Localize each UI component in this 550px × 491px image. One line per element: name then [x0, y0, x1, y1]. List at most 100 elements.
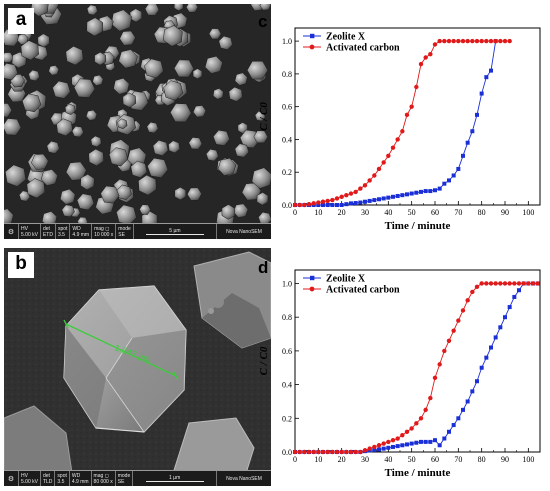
data-point: [451, 38, 456, 44]
data-point: [344, 202, 349, 207]
data-point: [493, 335, 498, 340]
data-point: [460, 308, 466, 313]
x-tick-label: 30: [361, 455, 369, 464]
data-point: [316, 203, 321, 207]
data-point: [460, 38, 466, 44]
data-point: [437, 362, 442, 367]
data-point: [395, 444, 400, 449]
data-point: [372, 173, 377, 178]
data-point: [498, 325, 503, 330]
scale-bar-a: 5 µm: [134, 224, 217, 239]
x-tick-label: 60: [431, 208, 439, 217]
y-tick-label: 0.2: [282, 414, 292, 423]
x-tick-label: 50: [408, 208, 416, 217]
sem-crystal-b-graphic: 1.647 µm: [4, 248, 271, 486]
sem-image-b: 1.647 µm b ⚙ HV 5.00 kV det TLD spot 3.5 WD…: [4, 248, 271, 486]
legend-label: Activated carbon: [326, 285, 400, 296]
x-tick-label: 70: [454, 208, 462, 217]
data-point: [498, 281, 503, 286]
data-point: [418, 416, 424, 421]
data-point: [465, 140, 470, 145]
data-point: [517, 288, 521, 293]
data-point: [414, 421, 419, 426]
data-point: [344, 192, 349, 198]
data-point: [353, 449, 358, 455]
data-point: [484, 281, 489, 286]
data-point: [530, 281, 536, 286]
data-point: [507, 281, 512, 286]
data-point: [488, 281, 494, 286]
data-point: [386, 153, 391, 159]
y-tick-label: 0.2: [282, 168, 292, 177]
data-point: [503, 315, 507, 320]
data-point: [456, 38, 461, 44]
data-point: [367, 446, 372, 451]
data-point: [316, 200, 321, 205]
data-point: [428, 189, 433, 194]
data-point: [325, 449, 330, 455]
data-point: [395, 193, 400, 198]
panel-letter-a: a: [8, 8, 34, 34]
data-point: [423, 439, 428, 444]
data-point: [447, 429, 451, 434]
data-point: [349, 201, 353, 206]
y-axis-title: C / C0: [258, 102, 270, 131]
legend-label: Zeolite X: [326, 32, 366, 43]
data-point: [391, 194, 395, 199]
data-point: [386, 195, 391, 200]
data-point: [372, 444, 377, 450]
data-point: [428, 439, 433, 444]
breakthrough-chart-c: 0 10 20 30 40 50 60 70 80 90 100 0.0 0.2 0.4 0.6 0.8 1.0…: [250, 18, 546, 240]
data-point: [353, 189, 358, 195]
data-point: [484, 75, 489, 80]
data-point: [395, 436, 400, 441]
data-point: [292, 449, 298, 455]
sem-crystals-a-graphic: [4, 4, 271, 239]
data-point: [484, 355, 489, 360]
data-point: [475, 112, 479, 117]
data-point: [423, 189, 428, 194]
data-point: [456, 318, 461, 323]
data-point: [414, 190, 419, 195]
data-point: [489, 345, 493, 350]
data-point: [339, 203, 344, 207]
data-point: [432, 375, 438, 381]
data-point: [334, 196, 340, 201]
data-point: [321, 203, 325, 207]
fei-logo-icon: ⚙: [4, 224, 19, 239]
data-point: [437, 443, 442, 448]
x-tick-label: 90: [501, 208, 509, 217]
legend-label: Activated carbon: [326, 43, 400, 54]
data-point: [521, 281, 526, 286]
data-point: [386, 439, 391, 445]
data-point: [428, 52, 433, 57]
data-point: [405, 442, 409, 447]
data-point: [376, 166, 382, 172]
data-point: [465, 399, 470, 404]
data-point: [316, 449, 321, 455]
data-point: [502, 281, 508, 286]
data-point: [419, 189, 423, 194]
data-point: [465, 38, 470, 44]
data-point: [372, 198, 377, 203]
data-point: [475, 379, 479, 384]
breakthrough-chart-d: 0 10 20 30 40 50 60 70 80 90 100 0.0 0.2 0.4 0.6 0.8 1.0…: [250, 262, 546, 486]
data-point: [391, 444, 395, 449]
data-point: [493, 281, 498, 286]
data-point: [358, 449, 363, 455]
data-point: [451, 328, 456, 333]
x-axis-title: Time / minute: [385, 467, 451, 479]
x-tick-label: 10: [314, 208, 322, 217]
data-point: [409, 441, 414, 446]
data-point: [390, 145, 396, 150]
data-point: [419, 439, 423, 444]
x-tick-label: 10: [314, 455, 322, 464]
data-point: [381, 441, 386, 446]
data-point: [367, 178, 372, 183]
data-point: [479, 91, 484, 96]
data-point: [433, 188, 437, 193]
data-point: [442, 38, 447, 44]
data-point: [320, 449, 326, 455]
data-point: [297, 202, 302, 208]
data-point: [502, 38, 508, 44]
